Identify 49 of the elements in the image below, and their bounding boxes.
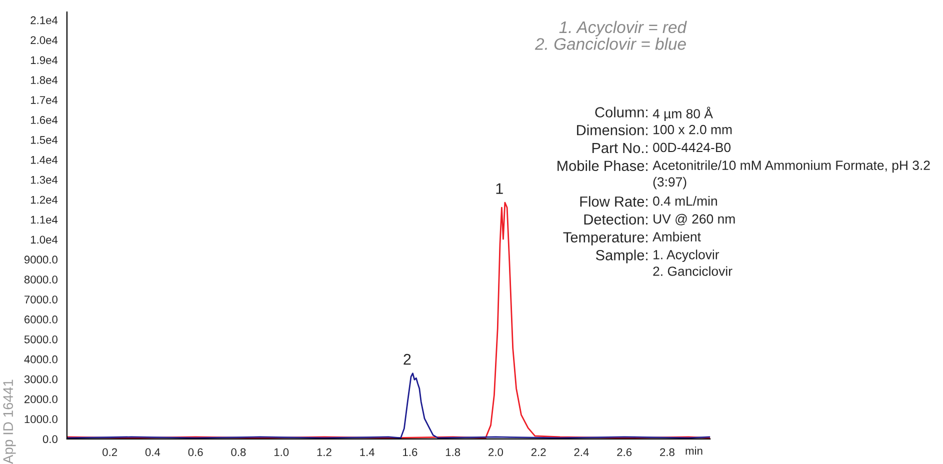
x-tick-label: 1.8 xyxy=(446,448,460,456)
y-tick-label: 2.0e4 xyxy=(30,36,58,44)
x-tick-label: 1.2 xyxy=(317,448,332,456)
x-axis-title: min xyxy=(686,446,702,455)
y-tick-label: 1.8e4 xyxy=(30,76,58,84)
y-tick-label: 1.5e4 xyxy=(30,136,58,144)
x-tick-label: 2.2 xyxy=(531,448,546,456)
annotation: 1 xyxy=(496,183,503,194)
x-tick-label: 0.6 xyxy=(188,448,203,456)
y-tick-label: 1.7e4 xyxy=(30,96,58,104)
y-tick-label: 4000.0 xyxy=(24,355,58,364)
x-tick-label: 1.6 xyxy=(403,448,418,456)
x-tick-label: 0.4 xyxy=(145,448,160,456)
y-tick-label: 1.3e4 xyxy=(30,176,58,184)
x-tick-label: 0.2 xyxy=(102,448,117,456)
y-tick-label: 7000.0 xyxy=(24,296,58,304)
annotation: Detection: UV @ 260 nm xyxy=(584,214,735,226)
y-tick-label: 6000.0 xyxy=(24,316,58,324)
annotation: Part No.: 00D-4424-B0 xyxy=(592,142,731,154)
annotation: Flow Rate: 0.4 mL/min xyxy=(580,196,717,207)
y-tick-label: 8000.0 xyxy=(24,276,58,284)
y-tick-label: 1.4e4 xyxy=(30,156,58,164)
annotation: Sample: 1. Acyclovir 2. Ganciclovir xyxy=(596,250,732,276)
x-tick-label: 2.4 xyxy=(574,448,589,456)
y-tick-label: 1.0e4 xyxy=(30,236,58,244)
y-tick-label: 1000.0 xyxy=(24,415,58,424)
x-tick-label: 0.8 xyxy=(231,448,246,456)
annotation: 1. Acyclovir = red 2. Ganciclovir = blue xyxy=(534,20,687,50)
y-tick-label: 2000.0 xyxy=(24,395,58,404)
y-tick-label: 0.0 xyxy=(42,435,58,444)
annotation: Mobile Phase: Acetonitrile/10 mM Ammonium Formate, pH 3.2 (3:97) xyxy=(558,160,930,190)
y-tick-label: 9000.0 xyxy=(24,256,58,264)
text: App ID 16441 xyxy=(3,380,16,464)
annotation: Dimension: 100 x 2.0 mm xyxy=(577,124,732,136)
y-tick-label: 1.2e4 xyxy=(30,196,58,204)
annotation: 2 xyxy=(404,354,411,365)
y-tick-label: 3000.0 xyxy=(24,375,58,384)
x-tick-label: 2.8 xyxy=(660,448,674,456)
annotation: Column: 4 µm 80 Å xyxy=(595,106,713,122)
x-tick-label: 1.4 xyxy=(360,448,374,456)
y-tick-label: 1.9e4 xyxy=(30,56,58,64)
annotation: Temperature: Ambient xyxy=(563,232,701,246)
x-tick-label: 2.6 xyxy=(617,448,632,456)
y-tick-label: 5000.0 xyxy=(24,335,58,344)
y-tick-label: 2.1e4 xyxy=(30,16,58,24)
y-tick-label: 1.1e4 xyxy=(30,216,58,224)
x-tick-label: 1.0 xyxy=(274,448,289,456)
y-tick-label: 1.6e4 xyxy=(30,116,58,124)
x-tick-label: 2.0 xyxy=(488,448,503,456)
